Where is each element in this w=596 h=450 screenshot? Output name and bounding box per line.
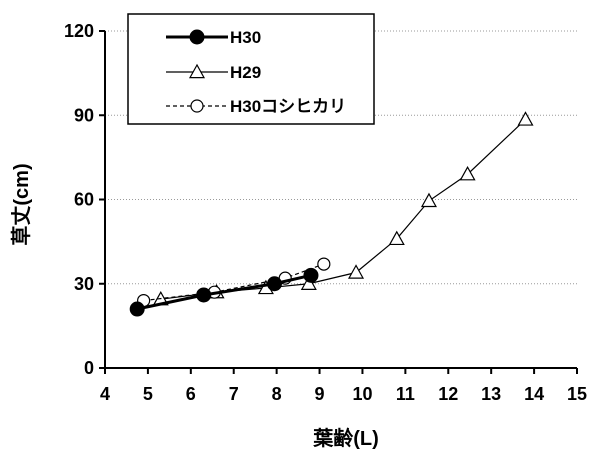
y-axis-label: 草丈(cm) [10,163,33,245]
y-tick-label-0: 0 [84,358,94,378]
x-tick-label-4: 8 [272,384,282,404]
series-1-line [160,119,526,300]
x-tick-label-5: 9 [315,384,325,404]
legend-label-2: H30コシヒカリ [230,97,346,116]
x-tick-label-7: 11 [396,384,415,404]
tick-labels: 0 30 60 90 120 4 5 6 7 8 9 10 11 12 13 14 15 [64,21,587,404]
x-tick-label-8: 12 [438,384,458,404]
series-0-line [136,273,312,311]
series-0 [129,267,319,317]
series-1-point-7 [459,165,476,181]
series-1-point-5 [388,230,405,246]
x-tick-label-6: 10 [352,384,372,404]
series-layer [129,111,534,317]
y-tick-label-3: 90 [74,105,94,125]
axes [99,30,578,374]
x-axis-label: 葉齢(L) [312,426,379,450]
series-0-point-1 [196,287,212,303]
x-tick-label-9: 13 [481,384,501,404]
series-0-point-0 [129,301,145,317]
series-1-point-4 [347,264,365,279]
series-2-point-3 [317,257,331,271]
series-1 [152,111,534,306]
x-tick-label-1: 5 [143,384,153,404]
legend: H30 H29 H30コシヒカリ [127,13,375,125]
series-0-point-2 [266,276,282,292]
legend-marker-2 [190,99,204,113]
series-1-point-8 [517,111,534,126]
x-tick-label-2: 6 [186,384,196,404]
x-tick-label-11: 15 [567,384,587,404]
series-1-point-3 [300,275,317,290]
series-2 [137,257,331,308]
legend-marker-0 [189,29,205,45]
legend-label-0: H30 [230,28,261,47]
x-tick-label-10: 14 [524,384,544,404]
y-tick-label-4: 120 [64,21,94,41]
series-1-point-6 [420,192,437,208]
x-tick-label-3: 7 [229,384,239,404]
legend-label-1: H29 [230,63,261,82]
series-0-point-3 [303,267,319,283]
series-2-line [143,263,325,302]
x-tick-label-0: 4 [100,384,110,404]
y-tick-label-1: 30 [74,274,94,294]
legend-marker-1 [188,63,206,79]
y-tick-label-2: 60 [74,190,94,210]
